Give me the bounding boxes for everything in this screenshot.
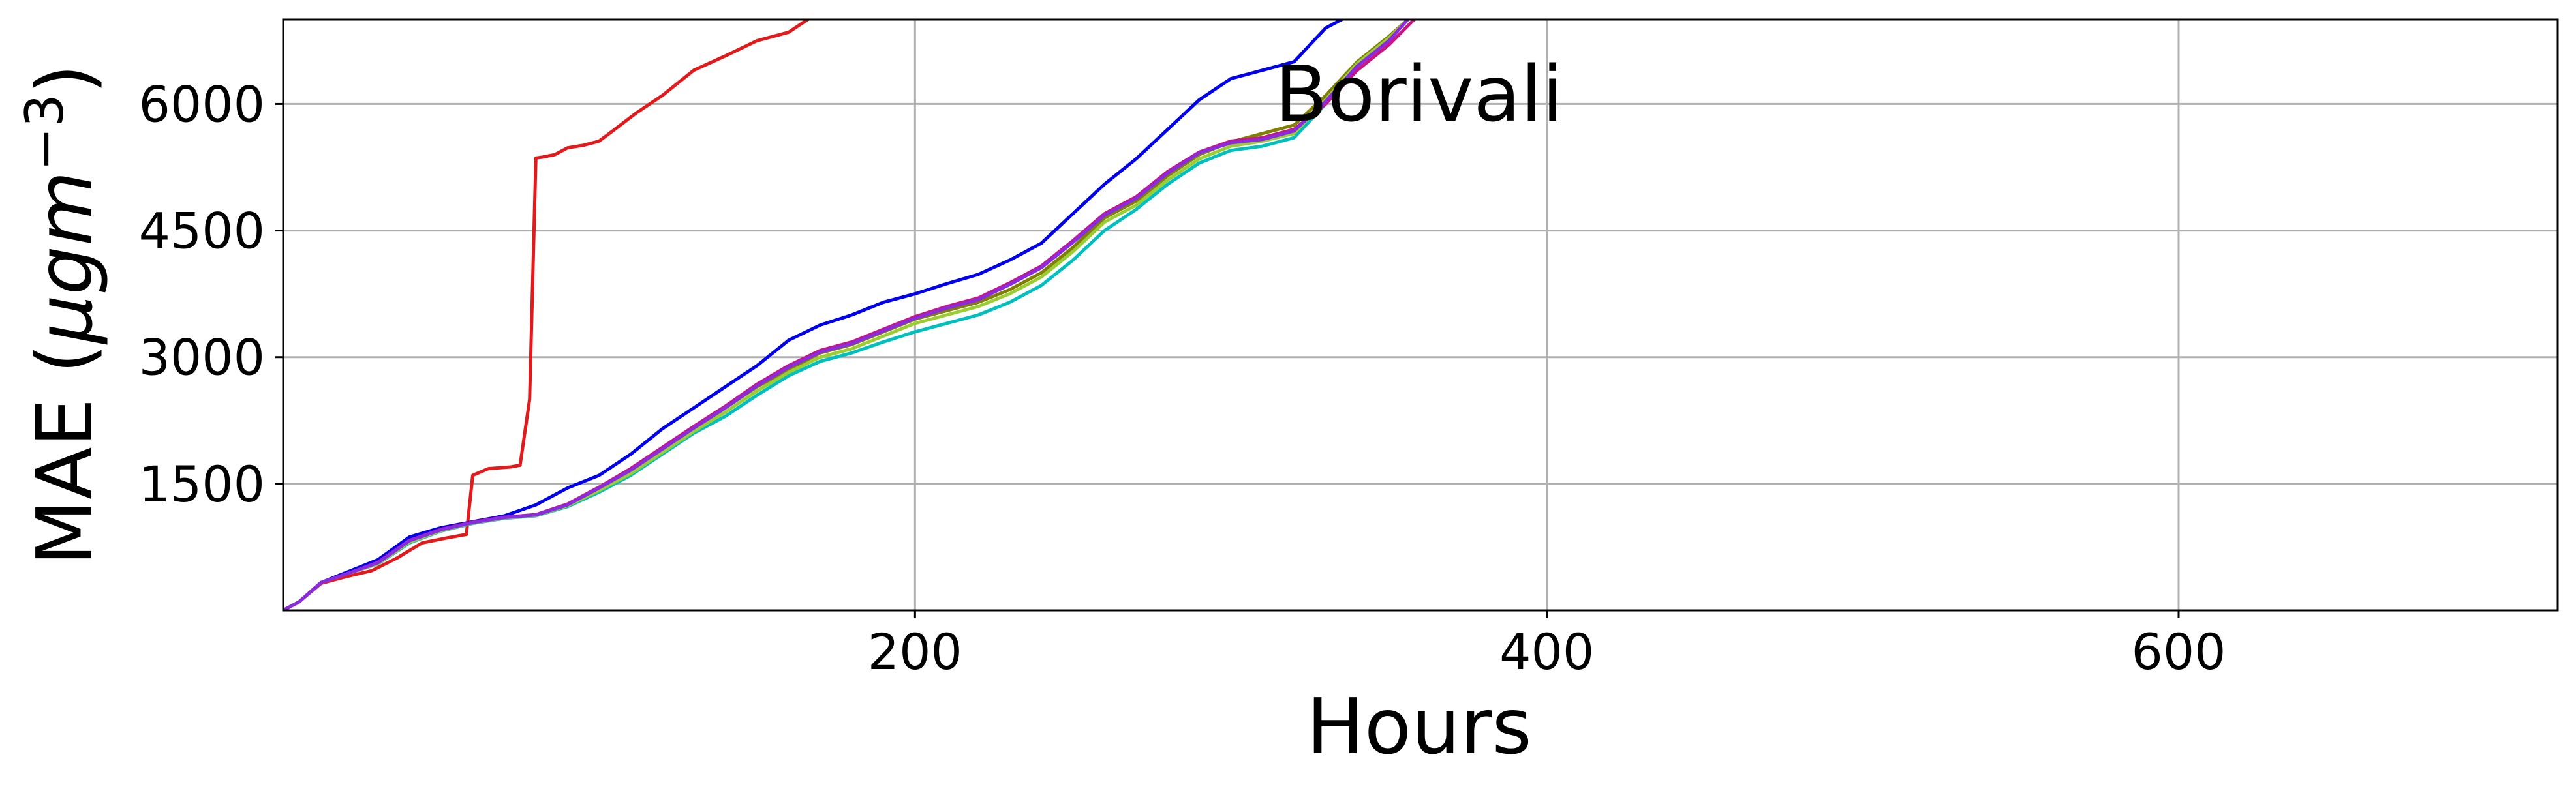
plot-frame — [282, 18, 2559, 612]
y-axis-label-g: g — [20, 246, 110, 295]
y-axis-label: MAE (μgm−3) — [14, 64, 110, 566]
y-axis-label-prefix: MAE ( — [20, 344, 110, 566]
x-tick-label-2: 600 — [2131, 623, 2226, 681]
grid-layer — [283, 20, 2558, 610]
x-axis-label: Hours — [1306, 681, 1532, 771]
y-tick-label-1: 3000 — [139, 329, 265, 387]
series-line-0 — [283, 20, 811, 610]
y-tick-label-3: 6000 — [139, 75, 265, 133]
y-tick-label-2: 4500 — [139, 202, 265, 260]
y-axis-label-mu: μ — [20, 295, 110, 345]
y-axis-label-m: m — [20, 171, 110, 246]
y-tick-label-0: 1500 — [139, 455, 265, 513]
x-tick-label-0: 200 — [868, 623, 962, 681]
y-axis-label-sup: −3 — [14, 94, 75, 171]
tick-layer: 200 400 600 1500 3000 4500 6000 — [139, 75, 2226, 681]
x-tick-label-1: 400 — [1499, 623, 1594, 681]
series-line-6 — [283, 20, 1411, 610]
y-axis-label-suffix: ) — [20, 64, 110, 94]
series-layer — [283, 20, 1417, 610]
chart-title: Borivali — [1275, 49, 1563, 139]
